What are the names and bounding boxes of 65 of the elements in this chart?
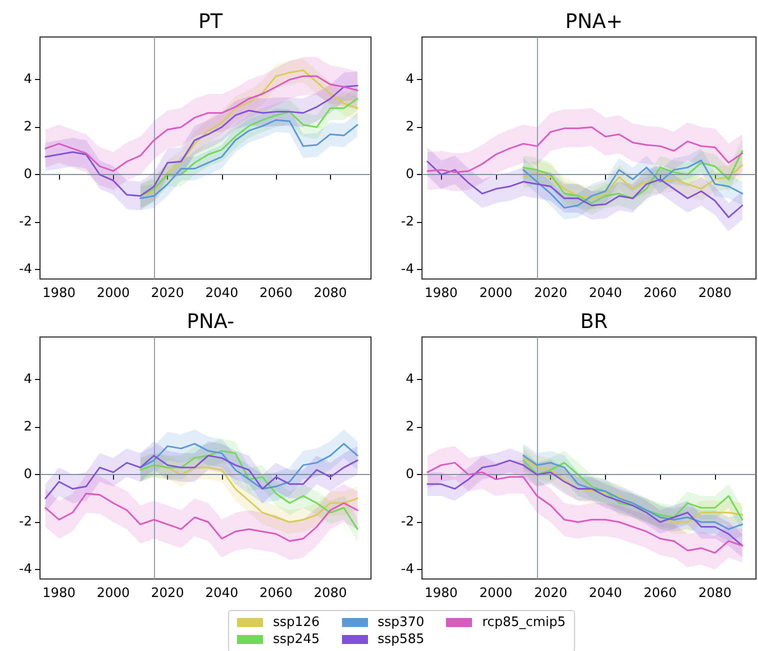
chart-title: PT (198, 9, 224, 33)
x-tick-label: 1980 (42, 286, 76, 301)
x-tick-label: 2060 (259, 586, 293, 601)
x-tick-label: 2000 (479, 586, 512, 601)
x-tick-label: 2020 (534, 286, 568, 301)
y-tick-label: 0 (24, 467, 32, 482)
legend-label: ssp245 (273, 632, 320, 647)
x-tick-label: 2020 (534, 586, 568, 601)
y-tick-label: -2 (19, 214, 32, 230)
y-tick-label: -4 (401, 262, 414, 278)
line-series (44, 454, 358, 500)
y-tick-label: 0 (406, 167, 414, 182)
x-tick-label: 2040 (588, 586, 622, 601)
line-series (522, 150, 744, 204)
x-tick-label: 2000 (96, 586, 130, 601)
legend-label: ssp370 (378, 615, 424, 630)
y-tick-label: -4 (19, 262, 32, 278)
y-tick-label: 2 (24, 420, 32, 435)
line-series (140, 69, 358, 197)
x-tick-label: 2060 (644, 586, 677, 601)
y-tick-label: -2 (401, 214, 414, 230)
line-series (44, 84, 358, 197)
x-tick-label: 2080 (698, 586, 732, 601)
x-tick-label: 2020 (150, 286, 184, 301)
x-tick-label: 2020 (150, 586, 184, 601)
y-tick-label: -2 (401, 514, 414, 530)
y-tick-label: 4 (406, 372, 414, 388)
y-tick-label: 2 (406, 420, 414, 435)
y-tick-label: -4 (19, 562, 32, 578)
x-tick-label: 2040 (205, 586, 238, 601)
line-series (426, 126, 744, 174)
line-series (140, 98, 358, 197)
line-series (522, 164, 744, 200)
x-tick-label: 1980 (424, 586, 458, 601)
x-tick-label: 2060 (644, 286, 677, 301)
x-tick-label: 2080 (314, 586, 347, 601)
y-tick-label: 4 (24, 72, 32, 88)
y-tick-label: 4 (24, 372, 32, 388)
line-series (426, 160, 744, 218)
chart-title: PNA- (186, 309, 234, 333)
y-tick-label: 0 (24, 167, 32, 182)
y-tick-label: 4 (406, 72, 414, 88)
x-tick-label: 1980 (424, 286, 458, 301)
legend-label: rcp85_cmip5 (482, 615, 566, 630)
chart-title: PNA+ (565, 9, 623, 33)
legend-label: ssp126 (273, 615, 320, 630)
x-tick-label: 2040 (205, 286, 238, 301)
legend-label: ssp585 (378, 632, 424, 647)
x-tick-label: 2000 (96, 286, 130, 301)
line-series (140, 442, 358, 490)
line-series (140, 119, 358, 200)
x-tick-label: 2080 (314, 286, 347, 301)
y-tick-label: 2 (406, 120, 414, 135)
y-tick-label: 0 (406, 467, 414, 482)
x-tick-label: 2080 (698, 286, 732, 301)
chart-title: BR (580, 309, 608, 333)
x-tick-label: 2040 (588, 286, 622, 301)
y-tick-label: -4 (401, 562, 414, 578)
x-tick-label: 2060 (259, 286, 293, 301)
line-series (44, 75, 358, 172)
line-series (44, 492, 358, 542)
y-tick-label: 2 (24, 120, 32, 135)
y-tick-label: -2 (19, 514, 32, 530)
x-tick-label: 2000 (479, 286, 512, 301)
x-tick-label: 1980 (42, 586, 76, 601)
